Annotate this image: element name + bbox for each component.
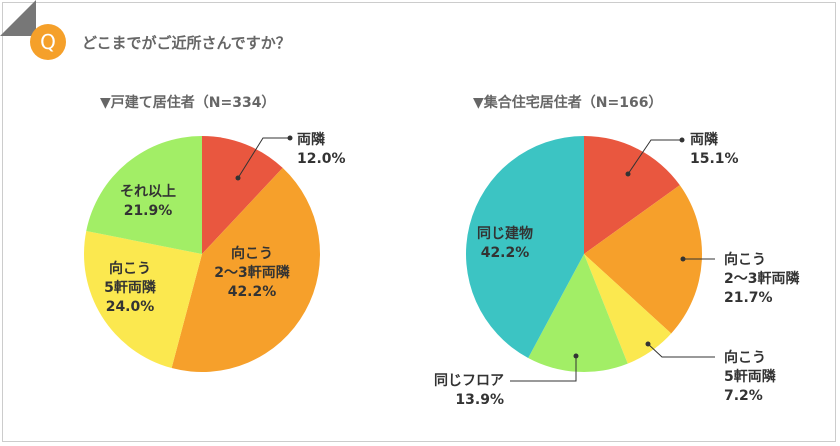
pie-slice-1-3 (528, 254, 628, 372)
leader-line (647, 343, 715, 358)
label-house-mukou5: 向こう 5軒両隣 24.0% (104, 261, 156, 315)
pie-slice-1-4 (465, 135, 584, 358)
leader-dot (625, 171, 631, 177)
pie-slice-1-2 (584, 254, 672, 364)
pie-slice-0-0 (202, 136, 283, 254)
label-apt-same-floor: 同じフロア 13.9% (434, 373, 504, 408)
leader-dot (573, 353, 579, 359)
pie-slice-0-1 (171, 167, 320, 372)
leader-line (237, 137, 290, 179)
chart-title-house: ▼戸建て居住者（N=334） (100, 95, 276, 111)
leader-line (510, 356, 577, 382)
label-apt-mukou5: 向こう 5軒両隣 7.2% (724, 350, 776, 404)
card-frame (2, 2, 836, 442)
leader-dot (235, 175, 241, 181)
pie-slice-0-2 (84, 231, 202, 369)
leader-dot (287, 135, 293, 141)
pie-slice-0-3 (86, 136, 202, 254)
leader-dot (680, 256, 686, 262)
label-house-more: それ以上 21.9% (120, 184, 176, 219)
question-text: どこまでがご近所さんですか？ (82, 34, 291, 52)
leader-dot (679, 137, 685, 143)
chart-title-apartment: ▼集合住宅居住者（N=166） (473, 95, 663, 111)
folded-corner (0, 0, 36, 36)
question-badge: Q (30, 24, 66, 60)
pie-slice-1-1 (584, 185, 703, 334)
leader-line (627, 139, 682, 175)
pie-slice-1-0 (584, 136, 680, 254)
leader-dot (645, 341, 651, 347)
label-house-mukou23: 向こう 2〜3軒両隣 42.2% (214, 246, 290, 300)
label-apt-ryodonari: 両隣 15.1% (690, 132, 739, 167)
label-house-ryodonari: 両隣 12.0% (297, 132, 346, 167)
label-apt-mukou23: 向こう 2〜3軒両隣 21.7% (724, 252, 800, 306)
label-apt-same-building: 同じ建物 42.2% (477, 226, 533, 261)
